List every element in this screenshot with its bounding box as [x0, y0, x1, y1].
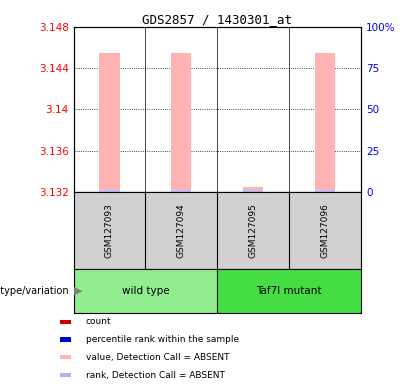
Text: GSM127094: GSM127094 [177, 203, 186, 258]
Bar [60, 338, 71, 342]
Text: value, Detection Call = ABSENT: value, Detection Call = ABSENT [86, 353, 229, 362]
Bar [315, 190, 335, 192]
Bar [243, 187, 263, 192]
Bar [100, 190, 120, 192]
Title: GDS2857 / 1430301_at: GDS2857 / 1430301_at [142, 13, 292, 26]
Bar [74, 269, 218, 313]
Bar [100, 53, 120, 192]
Bar [171, 190, 192, 192]
Text: percentile rank within the sample: percentile rank within the sample [86, 335, 239, 344]
Bar [171, 53, 192, 192]
Text: genotype/variation: genotype/variation [0, 286, 69, 296]
Text: GSM127095: GSM127095 [249, 203, 258, 258]
Text: Taf7l mutant: Taf7l mutant [257, 286, 322, 296]
Text: GSM127096: GSM127096 [321, 203, 330, 258]
Text: GSM127093: GSM127093 [105, 203, 114, 258]
Bar [218, 269, 361, 313]
Bar [145, 192, 218, 269]
Bar [60, 320, 71, 324]
Text: count: count [86, 317, 111, 326]
Bar [243, 190, 263, 192]
Bar [60, 373, 71, 377]
Bar [289, 192, 361, 269]
Text: wild type: wild type [122, 286, 169, 296]
Text: rank, Detection Call = ABSENT: rank, Detection Call = ABSENT [86, 371, 224, 380]
Bar [60, 355, 71, 359]
Bar [218, 192, 289, 269]
Bar [74, 192, 145, 269]
Text: ▶: ▶ [74, 286, 82, 296]
Bar [315, 53, 335, 192]
